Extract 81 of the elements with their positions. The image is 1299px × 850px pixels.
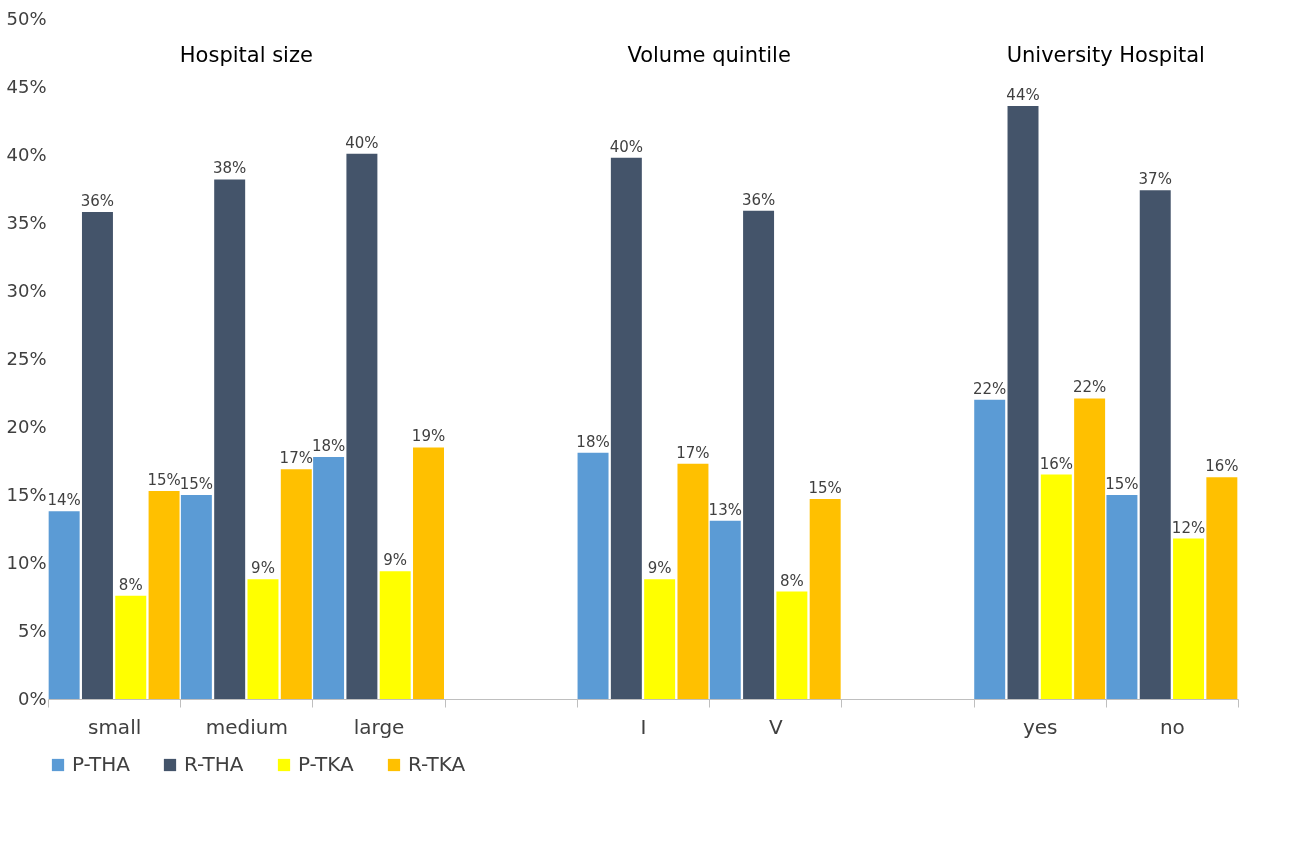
x-tick-label: small	[87, 714, 142, 739]
bar	[214, 179, 246, 699]
data-label: 17%	[676, 443, 710, 462]
bar	[1139, 190, 1171, 699]
data-label: 8%	[779, 571, 804, 590]
bar	[180, 495, 212, 699]
legend-label: R-TKA	[408, 752, 466, 776]
x-tick-label: I	[640, 714, 647, 739]
data-label: 9%	[647, 559, 672, 578]
bar	[610, 157, 642, 699]
bar	[1173, 538, 1205, 699]
bar	[644, 579, 676, 699]
bar	[809, 499, 841, 699]
data-label: 14%	[47, 491, 81, 510]
data-label: 15%	[1105, 475, 1139, 493]
data-label: 17%	[279, 449, 313, 468]
data-label: 15%	[147, 470, 181, 489]
bar	[677, 463, 709, 699]
annotation: Hospital size	[179, 43, 313, 68]
data-label: 15%	[179, 475, 214, 493]
bar	[1040, 474, 1072, 699]
data-label: 36%	[80, 192, 115, 211]
y-tick-label: 40%	[6, 143, 47, 165]
legend-label: P-TKA	[298, 752, 354, 776]
data-label: 22%	[1072, 378, 1107, 397]
annotation: University Hospital	[1006, 43, 1205, 68]
data-label: 18%	[576, 432, 610, 451]
y-tick-label: 30%	[6, 279, 47, 301]
bar	[346, 153, 378, 699]
x-tick-label: medium	[205, 714, 288, 739]
data-label: 37%	[1138, 170, 1172, 189]
bar	[709, 520, 741, 699]
bar	[577, 452, 609, 699]
y-tick-label: 15%	[6, 483, 47, 505]
x-tick-label: large	[353, 714, 405, 739]
data-label: 12%	[1171, 518, 1206, 537]
bar	[1007, 106, 1039, 699]
bar	[148, 490, 180, 699]
y-tick-label: 0%	[17, 687, 47, 709]
data-label: 9%	[251, 559, 275, 578]
legend-label: P-THA	[72, 752, 131, 776]
data-label: 22%	[973, 379, 1007, 398]
bar	[776, 591, 808, 699]
data-label: 38%	[213, 159, 247, 178]
y-tick-label: 5%	[17, 619, 47, 641]
x-tick-label: yes	[1022, 714, 1058, 739]
data-label: 36%	[741, 190, 776, 209]
data-label: 40%	[345, 133, 379, 152]
data-label: 18%	[311, 436, 346, 455]
data-label: 15%	[808, 479, 842, 498]
data-label: 13%	[708, 500, 742, 519]
annotation: Volume quintile	[627, 43, 791, 68]
bar	[974, 399, 1006, 699]
data-label: 16%	[1205, 457, 1239, 476]
legend-label: R-THA	[184, 752, 244, 776]
bar	[247, 579, 279, 699]
y-tick-label: 25%	[6, 347, 47, 369]
x-tick-label: V	[768, 714, 783, 739]
bar	[313, 456, 345, 699]
data-label: 16%	[1039, 454, 1073, 473]
bar	[379, 571, 411, 699]
bar	[48, 511, 80, 699]
data-label: 19%	[411, 427, 446, 446]
bar	[743, 210, 775, 699]
bar	[413, 447, 444, 699]
y-tick-label: 20%	[6, 415, 47, 437]
bar	[1074, 398, 1106, 699]
bar	[1106, 495, 1138, 699]
data-label: 40%	[609, 137, 644, 156]
y-tick-label: 35%	[6, 211, 47, 233]
bar	[81, 212, 113, 699]
y-tick-label: 10%	[6, 551, 47, 573]
x-tick-label: no	[1159, 714, 1185, 739]
data-label: 9%	[383, 551, 408, 570]
data-label: 44%	[1006, 86, 1040, 105]
data-label: 8%	[118, 575, 143, 594]
bar	[280, 469, 312, 699]
y-tick-label: 50%	[6, 7, 47, 29]
bar	[115, 595, 147, 699]
bar	[1206, 477, 1238, 699]
y-tick-label: 45%	[6, 75, 47, 97]
